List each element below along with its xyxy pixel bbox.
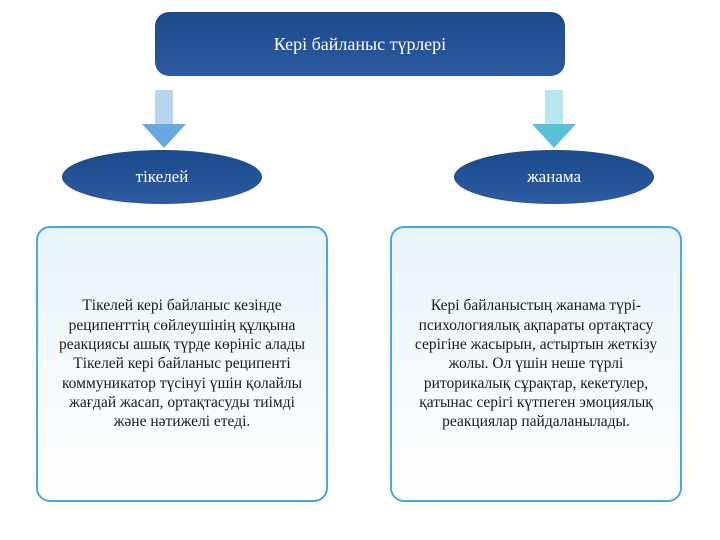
diagram-title-box: Кері байланыс түрлері: [155, 12, 565, 76]
branch-desc-box-left: Тікелей кері байланыс кезінде реципентті…: [36, 226, 328, 502]
arrow-right: [532, 90, 576, 150]
branch-label-left: тікелей: [136, 167, 189, 187]
branch-desc-left: Тікелей кері байланыс кезінде реципентті…: [54, 296, 310, 432]
arrow-left: [142, 90, 186, 150]
diagram-title: Кері байланыс түрлері: [274, 34, 446, 55]
branch-desc-right: Кері байланыстың жанама түрі-психологиял…: [408, 296, 664, 432]
branch-ellipse-left: тікелей: [62, 150, 262, 204]
branch-desc-box-right: Кері байланыстың жанама түрі-психологиял…: [390, 226, 682, 502]
branch-ellipse-right: жанама: [454, 150, 654, 204]
branch-label-right: жанама: [527, 167, 581, 187]
